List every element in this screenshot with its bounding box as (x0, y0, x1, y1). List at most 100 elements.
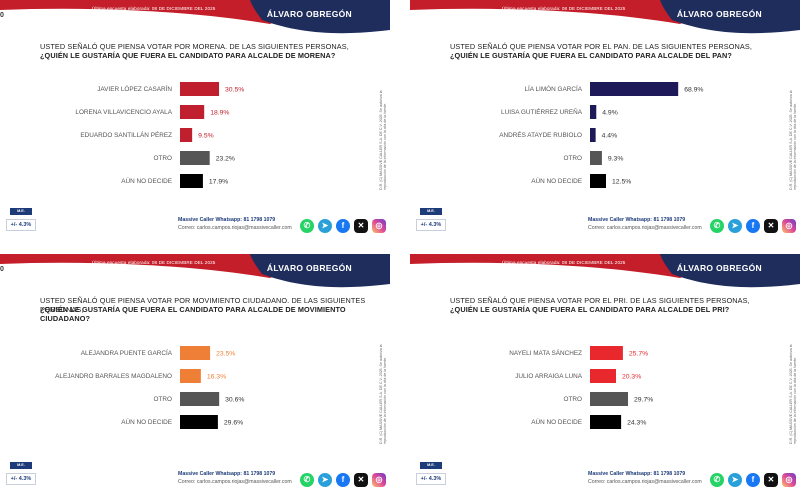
margin-of-error: +/- 4.3% (6, 473, 36, 485)
contact-info: Massive Caller Whatsapp: 81 1798 1079 Co… (178, 216, 292, 232)
panel-header (0, 0, 390, 34)
panel-header (410, 0, 800, 34)
value-label: 12.5% (612, 178, 631, 185)
facebook-icon[interactable]: f (336, 219, 350, 233)
value-label: 30.5% (225, 86, 244, 93)
bar (180, 105, 205, 119)
whatsapp-icon[interactable]: ✆ (710, 473, 724, 487)
me-badge: M.E. (420, 208, 442, 215)
category-label: EDUARDO SANTILLÁN PÉREZ (80, 130, 172, 139)
category-label: LORENA VILLAVICENCIO AYALA (75, 109, 172, 116)
legal-note: D.R. (C) MASSIVE CALLER S.A. DE C.V. 202… (379, 344, 387, 444)
facebook-icon[interactable]: f (336, 473, 350, 487)
category-label: OTRO (564, 155, 582, 162)
question-line-2: ¿QUIÉN LE GUSTARÍA QUE FUERA EL CANDIDAT… (40, 305, 346, 323)
category-label: AÚN NO DECIDE (531, 417, 582, 426)
value-label: 68.9% (684, 86, 703, 93)
legal-note: D.R. (C) MASSIVE CALLER S.A. DE C.V. 202… (789, 90, 797, 190)
bar (180, 346, 211, 360)
value-label: 23.2% (216, 155, 235, 162)
social-links: ✆ ➤ f ✕ ◎ (710, 473, 796, 487)
instagram-icon[interactable]: ◎ (372, 219, 386, 233)
question-line-1: USTED SEÑALÓ QUE PIENSA VOTAR POR EL PRI… (450, 296, 750, 305)
margin-of-error-block: M.E. +/- 4.3% (410, 462, 446, 492)
category-label: AÚN NO DECIDE (121, 417, 172, 426)
whatsapp-icon[interactable]: ✆ (710, 219, 724, 233)
category-label: LÍA LIMÓN GARCÍA (524, 84, 582, 93)
value-label: 30.6% (225, 396, 244, 403)
bar (180, 415, 218, 429)
value-label: 24.3% (627, 419, 646, 426)
telegram-icon[interactable]: ➤ (728, 473, 742, 487)
panel-header (0, 254, 390, 288)
contact-email: Correo: carlos.campos.riojas@massivecall… (588, 479, 702, 485)
social-links: ✆ ➤ f ✕ ◎ (300, 473, 386, 487)
legal-note: D.R. (C) MASSIVE CALLER S.A. DE C.V. 202… (789, 344, 797, 444)
category-label: OTRO (154, 155, 172, 162)
whatsapp-icon[interactable]: ✆ (300, 219, 314, 233)
bar (590, 128, 596, 142)
bar-chart: LÍA LIMÓN GARCÍA 68.9% LUISA GUTIÉRREZ URE… (499, 82, 703, 188)
category-label: NAYELI MATA SÁNCHEZ (509, 348, 582, 357)
facebook-icon[interactable]: f (746, 219, 760, 233)
social-links: ✆ ➤ f ✕ ◎ (710, 219, 796, 233)
bar (590, 82, 679, 96)
question-line-2: ¿QUIÉN LE GUSTARÍA QUE FUERA EL CANDIDAT… (450, 305, 730, 314)
value-label: 4.4% (602, 132, 618, 139)
survey-date: Última encuesta elaborada: 08 DE DICIEMB… (502, 260, 626, 265)
value-label: 29.7% (634, 396, 653, 403)
instagram-icon[interactable]: ◎ (782, 473, 796, 487)
me-badge: M.E. (420, 462, 442, 469)
x-icon[interactable]: ✕ (764, 473, 778, 487)
contact-whatsapp: Massive Caller Whatsapp: 81 1798 1079 (178, 471, 276, 477)
bar-chart: NAYELI MATA SÁNCHEZ 25.7% JULIO ARRAIGA LU… (509, 346, 653, 429)
survey-date: Última encuesta elaborada: 08 DE DICIEMB… (502, 6, 626, 11)
me-badge: M.E. (10, 208, 32, 215)
telegram-icon[interactable]: ➤ (318, 473, 332, 487)
margin-of-error-block: M.E. +/- 4.3% (410, 208, 446, 238)
bar (180, 128, 193, 142)
category-label: AÚN NO DECIDE (531, 176, 582, 185)
category-label: ANDRÉS ATAYDE RUBIOLO (499, 130, 582, 139)
value-label: 25.7% (629, 350, 648, 357)
x-icon[interactable]: ✕ (354, 473, 368, 487)
edge-mark: 0 (0, 12, 4, 19)
value-label: 23.5% (216, 350, 235, 357)
bar (590, 105, 597, 119)
survey-panel-morena: 0 Última encuesta elaborada: 08 DE DICIE… (0, 0, 390, 241)
contact-email: Correo: carlos.campos.riojas@massivecall… (588, 225, 702, 231)
telegram-icon[interactable]: ➤ (728, 219, 742, 233)
contact-info: Massive Caller Whatsapp: 81 1798 1079 Co… (178, 470, 292, 486)
x-icon[interactable]: ✕ (764, 219, 778, 233)
value-label: 16.3% (207, 373, 226, 380)
bar-chart: JAVIER LÓPEZ CASARÍN 30.5% LORENA VILLAVIC… (75, 82, 244, 188)
category-label: JAVIER LÓPEZ CASARÍN (97, 84, 172, 93)
bar (180, 392, 220, 406)
bar (590, 392, 629, 406)
telegram-icon[interactable]: ➤ (318, 219, 332, 233)
contact-whatsapp: Massive Caller Whatsapp: 81 1798 1079 (178, 217, 276, 223)
legal-note: D.R. (C) MASSIVE CALLER S.A. DE C.V. 202… (379, 90, 387, 190)
city-title: ÁLVARO OBREGÓN (266, 263, 352, 273)
bar (590, 369, 616, 383)
instagram-icon[interactable]: ◎ (372, 473, 386, 487)
survey-date: Última encuesta elaborada: 08 DE DICIEMB… (92, 260, 216, 265)
category-label: ALEJANDRA PUENTE GARCÍA (81, 348, 173, 357)
whatsapp-icon[interactable]: ✆ (300, 473, 314, 487)
category-label: JULIO ARRAIGA LUNA (515, 373, 583, 380)
x-icon[interactable]: ✕ (354, 219, 368, 233)
contact-whatsapp: Massive Caller Whatsapp: 81 1798 1079 (588, 471, 686, 477)
instagram-icon[interactable]: ◎ (782, 219, 796, 233)
facebook-icon[interactable]: f (746, 473, 760, 487)
bar-chart: ALEJANDRA PUENTE GARCÍA 23.5% ALEJANDRO BA… (55, 346, 244, 429)
category-label: ALEJANDRO BARRALES MAGDALENO (55, 373, 172, 380)
category-label: AÚN NO DECIDE (121, 176, 172, 185)
question-line-2: ¿QUIÉN LE GUSTARÍA QUE FUERA EL CANDIDAT… (40, 51, 336, 60)
survey-date: Última encuesta elaborada: 08 DE DICIEMB… (92, 6, 216, 11)
margin-of-error-block: M.E. +/- 4.3% (0, 462, 36, 492)
question-line-1: USTED SEÑALÓ QUE PIENSA VOTAR POR EL PAN… (450, 42, 752, 51)
city-title: ÁLVARO OBREGÓN (266, 9, 352, 19)
value-label: 18.9% (210, 109, 229, 116)
margin-of-error: +/- 4.3% (6, 219, 36, 231)
me-badge: M.E. (10, 462, 32, 469)
